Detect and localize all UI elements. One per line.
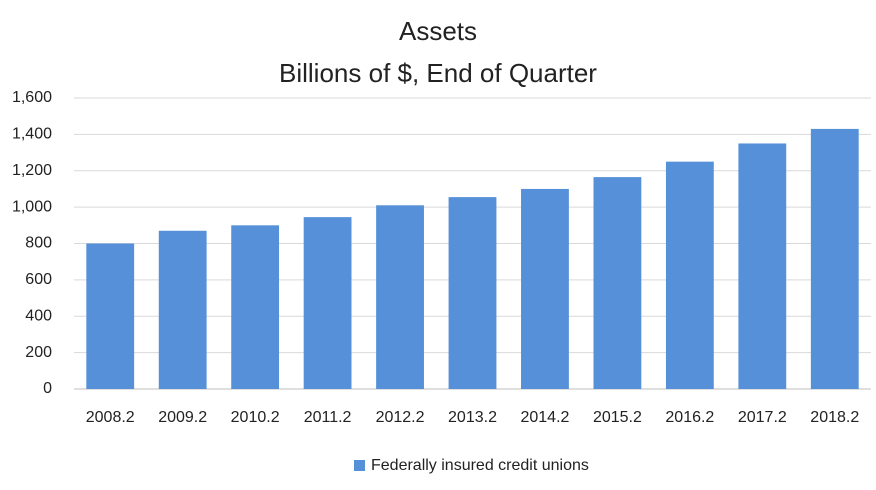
bar [231,225,280,389]
y-tick-label: 800 [25,235,52,252]
y-tick-label: 200 [25,344,52,361]
x-tick-label: 2010.2 [231,409,280,426]
chart-title: Assets [399,16,477,46]
x-tick-label: 2009.2 [158,409,207,426]
bar [738,143,787,389]
bar [665,161,714,389]
y-tick-label: 1,000 [12,198,52,215]
x-tick-label: 2013.2 [448,409,497,426]
bar [158,230,207,389]
chart-subtitle: Billions of $, End of Quarter [279,58,597,88]
y-tick-label: 0 [43,380,52,397]
y-tick-label: 1,400 [12,126,52,143]
legend-swatch [354,460,365,471]
y-tick-label: 1,600 [12,89,52,106]
x-tick-label: 2017.2 [738,409,787,426]
bar [303,217,352,389]
x-tick-label: 2012.2 [376,409,425,426]
bar [810,128,859,389]
bar [593,177,642,389]
x-tick-label: 2016.2 [665,409,714,426]
bar [376,205,424,389]
bar [521,188,569,389]
legend-label: Federally insured credit unions [371,457,589,474]
x-tick-label: 2018.2 [810,409,859,426]
x-tick-label: 2015.2 [593,409,642,426]
x-tick-label: 2011.2 [304,409,352,426]
x-tick-label: 2014.2 [520,409,569,426]
bar [448,197,497,389]
y-tick-label: 1,200 [12,162,52,179]
y-tick-label: 400 [25,307,52,324]
y-tick-label: 600 [25,271,52,288]
x-tick-label: 2008.2 [86,409,135,426]
bar [86,243,135,389]
